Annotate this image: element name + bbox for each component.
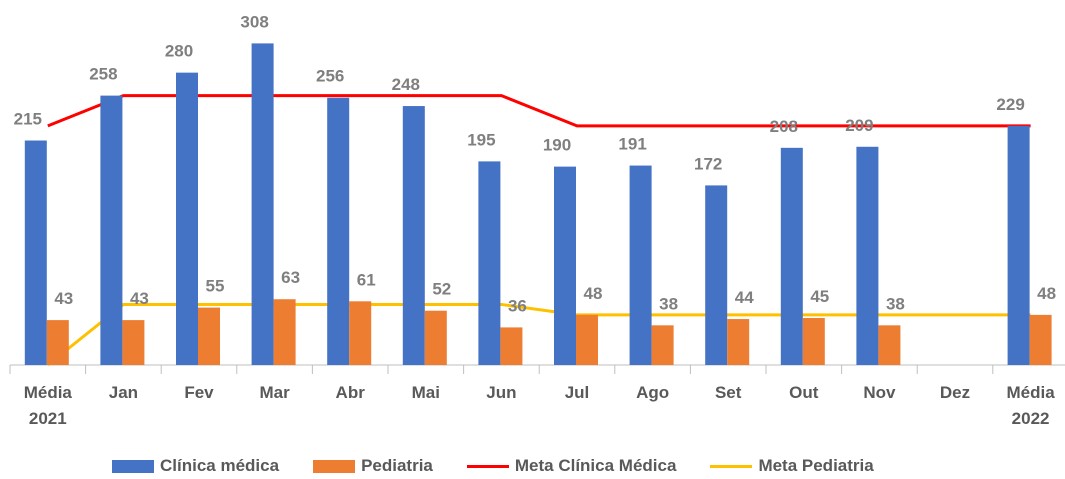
data-label: 308 [240, 12, 268, 31]
data-label: 38 [659, 294, 678, 313]
legend-item: Meta Clínica Médica [466, 456, 677, 476]
data-label: 209 [845, 116, 873, 135]
x-tick-label: Abr [335, 383, 365, 402]
bar [500, 327, 523, 365]
bar [727, 319, 750, 365]
data-label: 280 [165, 42, 193, 61]
legend-item: Clínica médica [112, 456, 279, 476]
bar [424, 310, 447, 365]
bar [251, 43, 274, 365]
legend-swatch [710, 464, 753, 468]
bar [651, 325, 674, 365]
data-label: 48 [1037, 284, 1056, 303]
x-tick-label: Fev [184, 383, 214, 402]
data-label: 52 [432, 280, 451, 299]
legend-label: Meta Clínica Médica [514, 456, 677, 475]
data-label: 48 [584, 284, 603, 303]
bar [198, 307, 220, 365]
x-tick-label: Jun [486, 383, 517, 402]
x-tick-label: Média 2021 [23, 383, 72, 428]
bar [402, 106, 425, 365]
x-tick-label: Jul [564, 383, 590, 402]
data-label: 256 [316, 67, 344, 86]
legend-label: Pediatria [361, 456, 433, 475]
bar [122, 320, 145, 365]
bar [878, 325, 901, 365]
bar [478, 161, 501, 365]
bar [46, 320, 69, 365]
data-label: 208 [770, 117, 798, 136]
data-label: 248 [392, 75, 420, 94]
x-tick-label: Mar [259, 383, 290, 402]
data-label: 38 [886, 294, 905, 313]
data-label: 44 [735, 288, 754, 307]
x-tick-label: Dez [939, 383, 971, 402]
x-tick-label: Nov [863, 383, 896, 402]
data-label: 43 [130, 289, 149, 308]
bar [1007, 125, 1030, 365]
bar [576, 314, 598, 365]
data-label: 190 [543, 136, 571, 155]
bar [24, 140, 47, 365]
x-tick-label: Out [789, 383, 819, 402]
bar [802, 318, 825, 365]
bar [629, 165, 652, 365]
data-label: 45 [810, 287, 829, 306]
data-label: 61 [357, 270, 376, 289]
x-tick-label: Ago [636, 383, 670, 402]
x-tick-label: Média 2022 [1006, 383, 1055, 428]
legend-item: Pediatria [313, 456, 433, 476]
bar [705, 185, 728, 365]
data-label: 191 [618, 135, 646, 154]
x-tick-label: Jan [108, 383, 139, 402]
bar [100, 95, 123, 365]
bar [780, 147, 803, 365]
bar [1029, 314, 1052, 365]
data-label: 195 [467, 130, 495, 149]
legend-item: Meta Pediatria [710, 456, 874, 476]
legend-swatch [313, 459, 356, 473]
bar [176, 72, 198, 365]
bar [856, 146, 879, 365]
data-label: 172 [694, 154, 722, 173]
bar [554, 166, 576, 365]
x-tick-label: Mai [411, 383, 440, 402]
data-label: 215 [14, 110, 42, 129]
legend-label: Meta Pediatria [758, 456, 874, 475]
bar [273, 299, 296, 365]
legend-swatch [466, 464, 509, 468]
data-label: 43 [54, 289, 73, 308]
bar [349, 301, 372, 365]
data-label: 258 [89, 65, 117, 84]
legend-label: Clínica médica [160, 456, 280, 475]
x-tick-label: Set [714, 383, 742, 402]
data-label: 36 [508, 296, 527, 315]
bar [327, 97, 350, 366]
line [47, 94, 1031, 128]
data-label: 63 [281, 268, 300, 287]
data-label: 55 [206, 277, 225, 296]
legend-swatch [112, 459, 154, 473]
data-label: 229 [996, 95, 1024, 114]
